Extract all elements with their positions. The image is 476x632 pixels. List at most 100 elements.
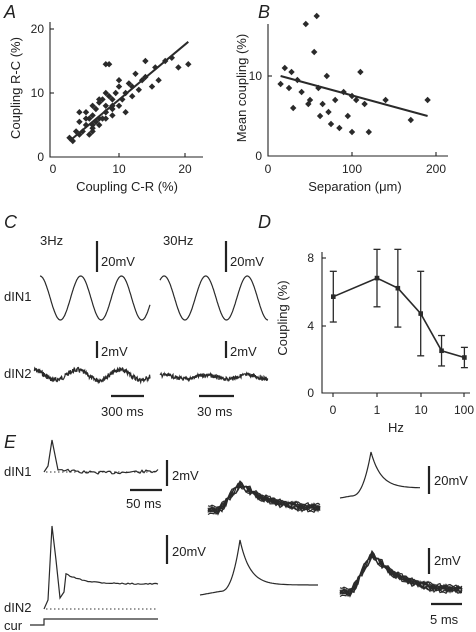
data-point-a: [102, 89, 109, 97]
traces-panel-c: 3Hz 30Hz dIN1 dIN2 20mV 20mV 2mV 2mV 300…: [4, 233, 269, 419]
data-point-a: [148, 83, 156, 90]
data-point-a: [125, 80, 133, 87]
ytick-a-10: 10: [31, 86, 45, 100]
data-point-b: [285, 84, 293, 92]
data-point-a: [96, 121, 103, 129]
data-point-b: [348, 128, 356, 136]
data-point-b: [281, 64, 288, 72]
trace-din2-long: [43, 525, 159, 610]
axes-b: [267, 24, 448, 157]
ylabel-a: Coupling R-C (%): [8, 37, 23, 139]
data-point-a: [89, 128, 96, 135]
xtick-b-100: 100: [342, 162, 362, 176]
xtick-b-200: 200: [426, 162, 446, 176]
data-point-b: [327, 120, 335, 128]
data-point-b: [302, 20, 309, 28]
data-point-d: [462, 355, 467, 360]
data-point-b: [277, 80, 284, 88]
scalebar-label-2mv-30hz: 2mV: [230, 344, 257, 359]
data-point-a: [82, 109, 90, 116]
xtick-a-20: 20: [178, 162, 192, 176]
scalebar-label-2mv-3hz: 2mV: [101, 344, 128, 359]
scalebar-label-300ms: 300 ms: [101, 404, 144, 419]
data-point-a: [115, 77, 123, 84]
axes-a: [49, 22, 203, 158]
data-point-a: [76, 131, 83, 138]
row-label-din1-c: dIN1: [4, 289, 31, 304]
data-point-a: [105, 61, 113, 68]
row-label-din2-e: dIN2: [4, 600, 31, 615]
xlabel-b: Separation (μm): [308, 179, 401, 194]
data-point-b: [332, 96, 339, 104]
axes-d: [321, 252, 470, 394]
scalebar-label-30ms: 30 ms: [197, 404, 233, 419]
trace-din1-long: [43, 439, 159, 475]
data-point-a: [86, 115, 93, 122]
panel-label-e: E: [4, 432, 17, 452]
panel-label-d: D: [258, 212, 271, 232]
traces-panel-e: dIN1 dIN2 cur 2mV 50 ms 20mV 20mV 2mV 5 …: [4, 439, 468, 632]
scalebar-label-20mv-e2: 20mV: [172, 544, 206, 559]
ytick-b-10: 10: [249, 69, 263, 83]
xtick-a-10: 10: [112, 162, 126, 176]
data-point-b: [288, 68, 295, 76]
scalebar-label-2mv-e1: 2mV: [172, 468, 199, 483]
series-d: [329, 248, 468, 369]
xlabel-a: Coupling C-R (%): [76, 179, 178, 194]
data-point-a: [102, 61, 109, 68]
data-point-a: [175, 64, 182, 71]
data-point-b: [424, 96, 431, 104]
xtick-d-0: 0: [330, 403, 337, 417]
panel-label-b: B: [258, 2, 270, 22]
data-point-b: [306, 96, 314, 104]
data-point-a: [86, 131, 93, 138]
data-point-a: [99, 96, 106, 103]
data-point-a: [96, 96, 103, 103]
scalebar-label-5ms: 5 ms: [430, 612, 459, 627]
trace-din1-overlay: [207, 480, 321, 516]
scatter-panel-b: Mean coupling (%) Separation (μm) 0 100 …: [234, 12, 448, 194]
overlay-trace: [339, 555, 463, 598]
data-point-b: [382, 96, 389, 104]
data-point-a: [115, 83, 123, 90]
ytick-d-0: 0: [307, 386, 314, 400]
freq-label-3hz: 3Hz: [40, 233, 63, 248]
data-point-b: [316, 112, 324, 120]
data-point-a: [185, 61, 192, 68]
series-line-d: [332, 277, 465, 359]
xtick-b-0: 0: [265, 162, 272, 176]
ytick-d-8: 8: [307, 251, 314, 265]
data-point-a: [76, 118, 83, 125]
data-point-a: [112, 89, 119, 97]
trace-din2-overlay: [339, 549, 463, 598]
points-a: [66, 41, 192, 145]
scatter-panel-a: Coupling R-C (%) Coupling C-R (%) 0 10 2…: [8, 22, 203, 194]
data-point-b: [357, 68, 364, 76]
data-point-a: [89, 102, 96, 109]
data-point-a: [76, 109, 83, 116]
ylabel-b: Mean coupling (%): [234, 34, 249, 142]
trace-din1-spike: [339, 451, 420, 499]
data-point-a: [122, 109, 129, 116]
data-point-a: [142, 57, 149, 65]
ytick-a-20: 20: [31, 22, 45, 36]
data-point-b: [361, 100, 368, 108]
data-point-a: [155, 77, 162, 84]
xtick-a-0: 0: [50, 162, 57, 176]
trace-din2-3hz: [33, 366, 151, 385]
data-point-a: [129, 93, 136, 100]
row-label-din1-e: dIN1: [4, 464, 31, 479]
data-point-a: [72, 128, 80, 135]
data-point-a: [99, 115, 106, 122]
data-point-a: [92, 118, 100, 125]
fit-line-a: [68, 41, 189, 142]
trace-din2-30hz: [159, 371, 269, 383]
data-point-a: [109, 112, 116, 119]
data-point-b: [344, 112, 351, 120]
xtick-d-10: 10: [414, 403, 428, 417]
data-point-a: [69, 137, 76, 145]
data-point-b: [298, 88, 305, 96]
ylabel-d: Coupling (%): [275, 280, 290, 355]
trace-din2-spike: [199, 539, 318, 596]
